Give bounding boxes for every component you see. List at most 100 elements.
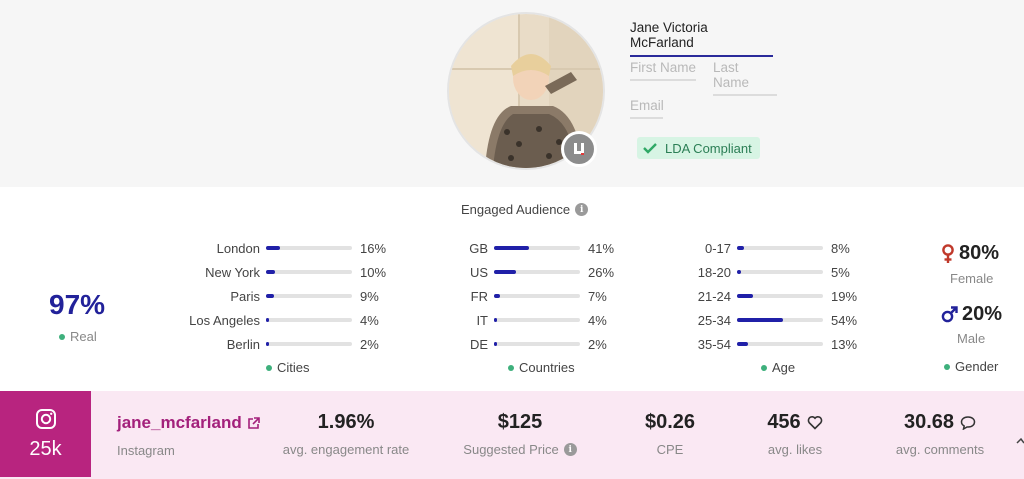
country-pct: 2% <box>588 336 607 352</box>
country-name: DE <box>469 336 488 352</box>
country-bar-fill <box>494 294 501 298</box>
country-name: US <box>469 264 488 280</box>
country-bar-track <box>494 342 580 346</box>
first-name-field[interactable]: First Name <box>630 60 696 81</box>
real-audience-label: Real <box>59 329 97 344</box>
price-label-text: Suggested Price <box>463 442 559 457</box>
avatar[interactable] <box>447 12 605 170</box>
real-label-text: Real <box>70 329 97 344</box>
age-range: 18-20 <box>697 264 731 280</box>
instagram-followers-box[interactable]: 25k <box>0 391 91 477</box>
city-bar-track <box>266 342 352 346</box>
city-row: New York 10% <box>0 263 386 281</box>
engagement-value: 1.96% <box>317 411 375 433</box>
male-value: 20% <box>941 303 1002 326</box>
heart-icon <box>807 415 823 430</box>
city-row: Berlin 2% <box>0 335 379 353</box>
age-range: 35-54 <box>697 336 731 352</box>
city-bar-track <box>266 318 352 322</box>
likes-stat: 456 avg. likes <box>750 411 840 457</box>
status-dot <box>944 363 950 370</box>
cities-label-text: Cities <box>277 360 310 375</box>
comments-label: avg. comments <box>895 442 985 457</box>
male-label: Male <box>957 331 986 346</box>
country-name: FR <box>470 288 488 304</box>
comments-number: 30.68 <box>903 411 955 433</box>
age-range: 21-24 <box>697 288 731 304</box>
engagement-label: avg. engagement rate <box>282 442 410 457</box>
countries-label-text: Countries <box>519 360 575 375</box>
age-range: 0-17 <box>704 240 731 256</box>
country-bar-fill <box>494 270 517 274</box>
country-pct: 7% <box>588 288 607 304</box>
city-bar-fill <box>266 294 274 298</box>
followers-count: 25k <box>29 437 62 460</box>
city-bar-fill <box>266 270 275 274</box>
age-pct: 54% <box>831 312 858 328</box>
age-bar-fill <box>737 270 742 274</box>
instagram-icon <box>35 408 57 430</box>
age-bar-track <box>737 270 823 274</box>
age-bar-track <box>737 342 823 346</box>
age-pct: 8% <box>831 240 850 256</box>
platform-label: Instagram <box>117 443 175 458</box>
city-name: Berlin <box>226 336 260 352</box>
country-bar-track <box>494 270 580 274</box>
country-bar-track <box>494 294 580 298</box>
age-range: 25-34 <box>697 312 731 328</box>
city-pct: 4% <box>360 312 379 328</box>
last-name-field[interactable]: Last Name <box>713 60 777 96</box>
gender-label: Gender <box>944 359 998 374</box>
cpe-stat: $0.26 CPE <box>630 411 710 457</box>
engaged-audience-label: Engaged Audience <box>461 202 571 217</box>
engagement-stat: 1.96% avg. engagement rate <box>276 411 416 457</box>
info-icon[interactable]: i <box>575 203 589 216</box>
city-row: London 16% <box>0 239 386 257</box>
country-pct: 4% <box>588 312 607 328</box>
age-bar-track <box>737 318 823 322</box>
country-pct: 26% <box>588 264 615 280</box>
city-pct: 2% <box>360 336 379 352</box>
status-dot <box>761 364 767 371</box>
country-row: IT 4% <box>0 311 607 329</box>
city-bar-track <box>266 294 352 298</box>
city-bar-fill <box>266 342 269 346</box>
comment-icon <box>960 415 976 430</box>
email-field[interactable]: Email <box>630 98 664 119</box>
age-pct: 5% <box>831 264 850 280</box>
city-bar-track <box>266 246 352 250</box>
likes-number: 456 <box>767 411 801 433</box>
age-bar-track <box>737 294 823 298</box>
profile-header: Jane Victoria McFarland First Name Last … <box>0 0 1024 187</box>
female-pct: 80% <box>959 242 1000 264</box>
gender-label-text: Gender <box>955 359 999 374</box>
city-row: Paris 9% <box>0 287 378 305</box>
age-row: 25-34 54% <box>0 311 857 329</box>
cpe-value: $0.26 <box>644 411 696 433</box>
age-row: 0-17 8% <box>0 239 850 257</box>
comments-stat: 30.68 avg. comments <box>885 411 995 457</box>
info-icon[interactable]: i <box>563 443 577 456</box>
check-icon <box>643 142 657 154</box>
scroll-right-icon[interactable] <box>1016 432 1024 444</box>
city-pct: 10% <box>360 264 387 280</box>
city-row: Los Angeles 4% <box>0 311 379 329</box>
country-bar-fill <box>494 246 530 250</box>
country-bar-track <box>494 318 580 322</box>
country-bar-fill <box>494 342 497 346</box>
account-stats-bar <box>0 391 1024 479</box>
female-icon <box>941 243 955 264</box>
countries-label: Countries <box>508 360 575 375</box>
age-bar-fill <box>737 342 749 346</box>
age-label: Age <box>761 360 795 375</box>
price-value: $125 <box>497 411 543 433</box>
likes-value: 456 <box>750 411 840 434</box>
full-name-field[interactable]: Jane Victoria McFarland <box>630 20 773 57</box>
brand-logo-icon <box>561 131 597 167</box>
country-row: US 26% <box>0 263 614 281</box>
account-handle-link[interactable]: jane_mcfarland <box>117 413 260 433</box>
price-stat: $125 Suggested Price i <box>455 411 585 457</box>
city-bar-fill <box>266 318 270 322</box>
age-bar-fill <box>737 246 744 250</box>
age-bar-fill <box>737 318 784 322</box>
